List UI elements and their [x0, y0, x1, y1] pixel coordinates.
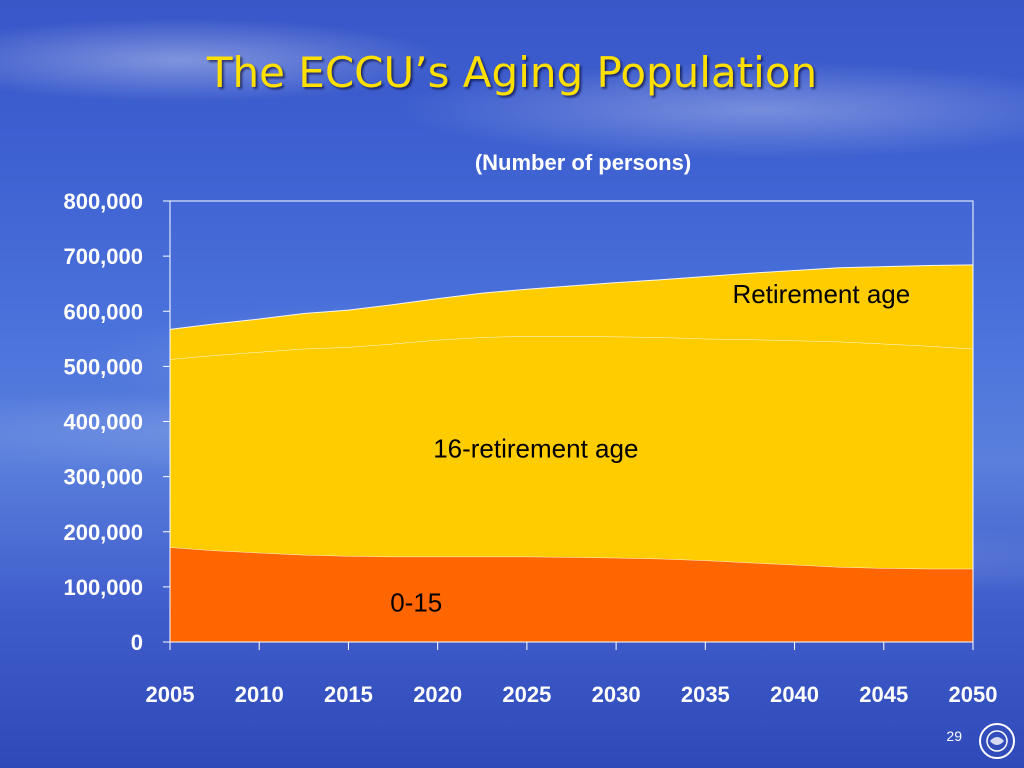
series-label: 0-15	[390, 588, 442, 618]
series-label: Retirement age	[732, 279, 910, 309]
slide-title: The ECCU’s Aging Population	[206, 48, 818, 97]
x-tick-label: 2045	[859, 682, 908, 707]
x-tick-label: 2035	[681, 682, 730, 707]
y-tick-label: 700,000	[63, 244, 143, 269]
chart-title: (Number of persons)	[475, 150, 691, 175]
area-0-15	[170, 547, 973, 642]
imf-seal-icon	[979, 723, 1015, 759]
y-tick-label: 0	[131, 630, 143, 655]
y-tick-label: 400,000	[63, 410, 143, 435]
x-tick-label: 2020	[413, 682, 462, 707]
y-tick-label: 100,000	[63, 575, 143, 600]
y-tick-label: 600,000	[63, 299, 143, 324]
slide-number: 29	[946, 728, 962, 744]
x-tick-label: 2030	[592, 682, 641, 707]
y-tick-label: 200,000	[63, 520, 143, 545]
x-tick-label: 2005	[146, 682, 195, 707]
y-tick-label: 500,000	[63, 354, 143, 379]
x-tick-label: 2010	[235, 682, 284, 707]
series-boundary-2	[169, 264, 974, 330]
area-retirement-age	[170, 264, 973, 360]
x-tick-label: 2015	[324, 682, 373, 707]
y-tick-label: 800,000	[63, 189, 143, 214]
x-tick-label: 2050	[949, 682, 998, 707]
series-label: 16-retirement age	[433, 433, 638, 463]
y-tick-label: 300,000	[63, 465, 143, 490]
x-tick-label: 2040	[770, 682, 819, 707]
x-tick-label: 2025	[502, 682, 551, 707]
area-16-retirement-age	[170, 336, 973, 569]
